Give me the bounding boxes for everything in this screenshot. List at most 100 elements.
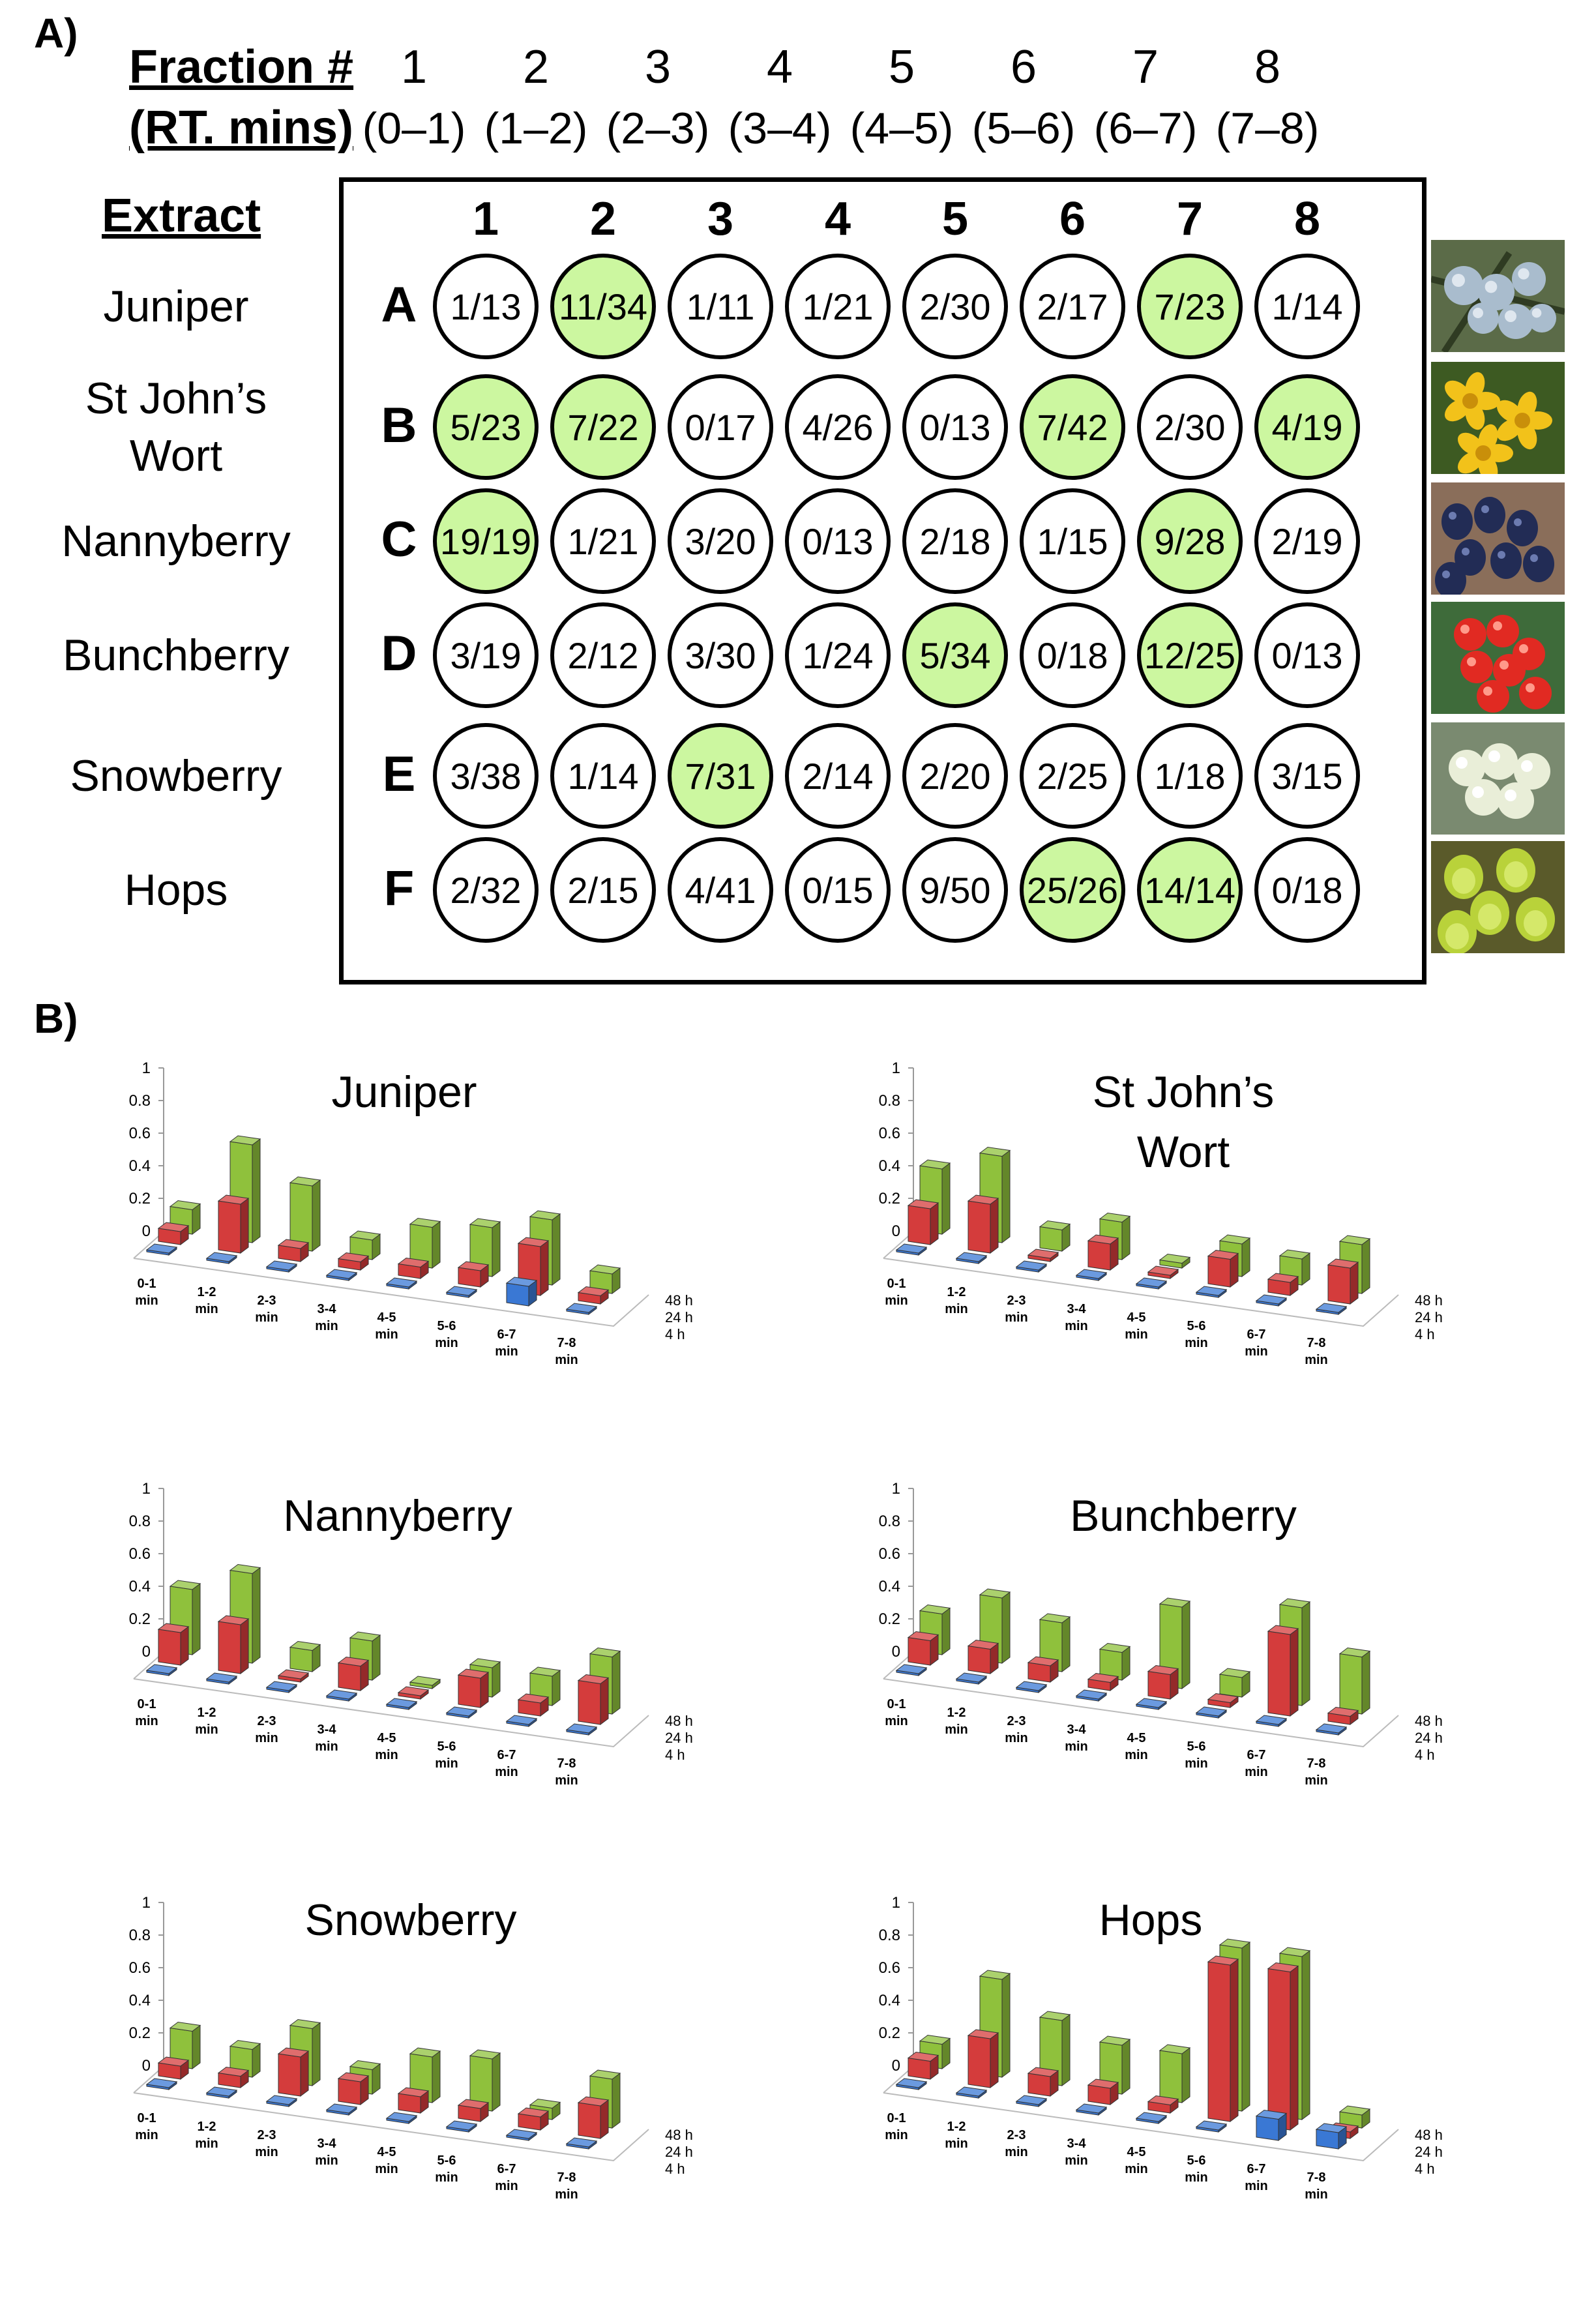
depth-axis-label: 4 h xyxy=(1415,1326,1435,1342)
fraction-number: 2 xyxy=(522,41,550,93)
depth-axis-label: 4 h xyxy=(665,1326,685,1342)
fraction-number: 5 xyxy=(888,41,915,93)
plate-well: 4/19 xyxy=(1254,374,1360,480)
bar-24h-3 xyxy=(277,1239,310,1262)
plate-well: 25/26 xyxy=(1020,837,1125,943)
bar-24h-7 xyxy=(1267,1962,1299,2131)
bar-chart-3d: 0 0.2 0.4 0.6 0.8 1 0-1 min 1-2 min 2-3 min 3-4 min 4-… xyxy=(879,1894,1443,2202)
x-category-label: 6-7 min xyxy=(1245,2162,1268,2193)
retention-time-range: (1–2) xyxy=(484,104,588,153)
bar-4h-7 xyxy=(1255,1715,1288,1727)
floor-outline xyxy=(883,2092,1399,2162)
y-tick-label: 0.8 xyxy=(129,1513,151,1530)
plate-well: 0/17 xyxy=(668,374,773,480)
bar-24h-3 xyxy=(1027,1249,1059,1262)
plate-well: 5/34 xyxy=(902,602,1008,708)
y-tick-label: 0.6 xyxy=(129,1125,151,1142)
plate-well: 2/12 xyxy=(550,602,656,708)
bar-chart-3d: 0 0.2 0.4 0.6 0.8 1 0-1 min 1-2 min 2-3 min 3-4 min 4-… xyxy=(129,1480,693,1788)
bar-4h-1 xyxy=(895,2078,928,2090)
plate-well: 2/25 xyxy=(1020,723,1125,829)
x-category-label: 1-2 min xyxy=(945,1285,968,1316)
plate-well: 2/20 xyxy=(902,723,1008,829)
x-category-label: 0-1 min xyxy=(135,1697,158,1728)
x-category-label: 3-4 min xyxy=(315,2137,338,2168)
juniper-berries-photo xyxy=(1431,240,1565,352)
bar-4h-8 xyxy=(1315,2123,1348,2150)
bar-24h-6 xyxy=(457,1668,490,1708)
extract-name: St John’s Wort xyxy=(85,374,267,481)
plate-well: 3/15 xyxy=(1254,723,1360,829)
floor-outline xyxy=(133,2092,649,2162)
x-category-label: 2-3 min xyxy=(255,1294,278,1325)
x-category-label: 7-8 min xyxy=(1305,1756,1328,1788)
bunchberry-photo xyxy=(1431,602,1565,714)
x-category-label: 3-4 min xyxy=(1065,1723,1088,1754)
fraction-number: 4 xyxy=(766,41,793,93)
x-category-label: 0-1 min xyxy=(135,2111,158,2142)
bar-4h-1 xyxy=(145,1243,178,1256)
bar-4h-5 xyxy=(385,1277,418,1290)
chart-title: St John’s Wort xyxy=(1092,1067,1275,1177)
depth-axis-label: 48 h xyxy=(665,1713,693,1729)
x-category-label: 6-7 min xyxy=(1245,1327,1268,1359)
x-category-label: 2-3 min xyxy=(255,1714,278,1745)
bar-24h-6 xyxy=(1207,1693,1239,1708)
bar-4h-7 xyxy=(505,2129,538,2141)
bar-24h-5 xyxy=(1147,2095,1179,2114)
bar-4h-2 xyxy=(205,1252,238,1264)
plate-column-label: 8 xyxy=(1293,193,1321,245)
bar-4h-2 xyxy=(955,1252,988,1264)
bar-24h-2 xyxy=(217,1194,250,1254)
bar-48h-8 xyxy=(589,1264,621,1294)
bar-48h-6 xyxy=(469,2049,501,2112)
y-tick-label: 0.4 xyxy=(879,1157,900,1175)
fraction-number: 1 xyxy=(400,41,428,93)
depth-axis-label: 48 h xyxy=(665,1292,693,1309)
y-tick-label: 1 xyxy=(142,1894,151,1912)
bar-4h-4 xyxy=(325,2103,358,2116)
plate-well: 5/23 xyxy=(433,374,539,480)
extract-name: Juniper xyxy=(103,282,249,331)
fraction-number: 6 xyxy=(1010,41,1037,93)
bar-4h-1 xyxy=(145,1664,178,1676)
y-tick-label: 0.6 xyxy=(879,1959,900,1977)
extract-header: Extract xyxy=(102,190,261,242)
bar-4h-6 xyxy=(445,2120,478,2133)
fraction-number: 7 xyxy=(1132,41,1159,93)
x-category-label: 0-1 min xyxy=(885,2111,908,2142)
bar-24h-7 xyxy=(1267,1273,1299,1296)
x-category-label: 5-6 min xyxy=(1185,1739,1208,1771)
plate-well: 2/17 xyxy=(1020,254,1125,359)
bar-4h-6 xyxy=(1195,1706,1228,1719)
bar-24h-1 xyxy=(907,1631,939,1666)
x-category-label: 0-1 min xyxy=(885,1697,908,1728)
bar-24h-4 xyxy=(1087,1234,1119,1271)
bar-4h-1 xyxy=(145,2078,178,2090)
plate-well: 2/19 xyxy=(1254,488,1360,594)
chart-title: Juniper xyxy=(331,1067,477,1117)
floor-outline xyxy=(883,1678,1399,1748)
y-tick-label: 0.4 xyxy=(129,1992,151,2009)
bar-4h-2 xyxy=(955,2086,988,2099)
y-tick-label: 0 xyxy=(892,2057,900,2075)
plate-well: 12/25 xyxy=(1137,602,1243,708)
y-tick-label: 0.2 xyxy=(879,2024,900,2042)
plate-well: 3/30 xyxy=(668,602,773,708)
plate-well: 3/19 xyxy=(433,602,539,708)
plate-well: 3/38 xyxy=(433,723,539,829)
y-tick-label: 1 xyxy=(142,1059,151,1077)
y-tick-label: 0.8 xyxy=(879,1927,900,1944)
bar-24h-1 xyxy=(907,1199,939,1245)
bar-24h-2 xyxy=(967,2029,999,2088)
bar-24h-5 xyxy=(397,2087,430,2114)
bar-4h-3 xyxy=(1015,2095,1048,2107)
plate-well: 7/22 xyxy=(550,374,656,480)
bar-4h-6 xyxy=(1195,1286,1228,1298)
bar-24h-2 xyxy=(217,2066,250,2088)
plate-column-label: 6 xyxy=(1059,193,1086,245)
plate-column-label: 1 xyxy=(472,193,499,245)
bar-24h-4 xyxy=(337,2072,370,2105)
bar-48h-3 xyxy=(289,1640,321,1672)
plate-well: 7/23 xyxy=(1137,254,1243,359)
